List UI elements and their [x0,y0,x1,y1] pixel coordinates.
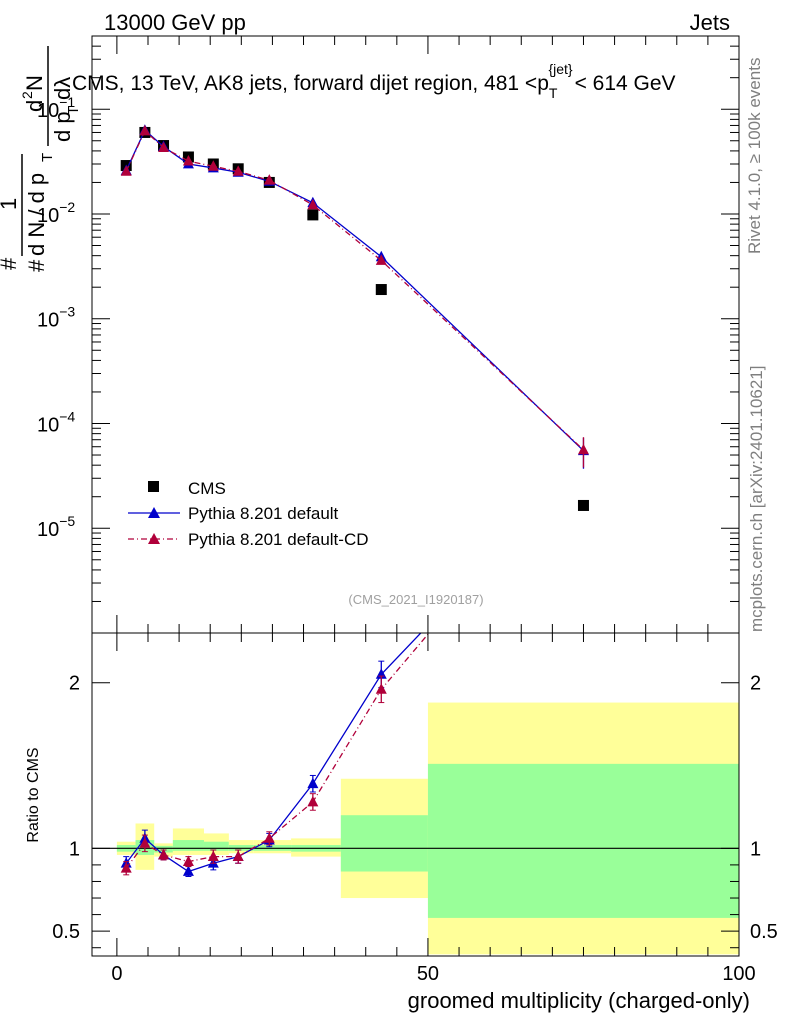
ratio-y-tick-label-right: 0.5 [750,921,778,943]
ratio-cd-point [375,683,387,694]
cms-data-point [307,209,319,221]
ratio-y-tick-label: 2 [69,673,80,695]
ratio-band-green [340,815,428,872]
pythia-default-line [125,129,584,452]
ratio-panel: 0.5 0.5 1 1 2 2 0 50 100 Ratio to CMS groomed m… [25,632,778,1013]
svg-text:T: T [39,153,56,162]
analysis-id: (CMS_2021_I1920187) [348,592,483,607]
ratio-cd-point [139,837,151,848]
chart-title: CMS, 13 TeV, AK8 jets, forward dijet reg… [72,61,676,101]
pythia-cd-point [307,198,319,210]
main-series [120,124,589,511]
ratio-cd-point [182,855,194,866]
ratio-cd-point [120,862,132,873]
main-y-tick-label: 10−3 [37,304,75,332]
cms-data-point [577,499,589,511]
pythia-cd-point [577,443,589,455]
ratio-cd-point [263,832,275,843]
ratio-default-point [182,865,194,876]
ratio-bands [116,702,739,955]
legend-label-cd: Pythia 8.201 default-CD [188,530,369,549]
pythia-cd-point [232,165,244,176]
svg-text:d N / d p: d N / d p [24,173,49,256]
svg-text:dλ: dλ [50,77,75,100]
pythia-cd-point [207,160,219,171]
ratio-cd-point [207,850,219,862]
ratio-default-point [307,777,319,789]
svg-text:d: d [22,100,47,112]
header-right: Jets [690,10,730,35]
ratio-y-tick-label-right: 2 [750,673,761,695]
ratio-cd-point [307,795,319,807]
ratio-x-tick-label: 100 [722,963,755,985]
svg-text:#: # [0,257,21,270]
main-y-ticks: 10−510−410−310−210−1 [37,35,739,634]
ratio-cd-point [232,850,244,862]
ratio-cd-point [158,848,170,860]
cms-data-point [375,284,387,296]
ratio-band-green [172,840,204,851]
ratio-x-ticks: 0 50 100 [111,633,756,985]
pythia-cd-line [125,129,584,451]
legend-marker-cms [148,481,159,492]
svg-text:#: # [24,259,49,272]
ratio-y-label: Ratio to CMS [25,747,42,842]
main-y-tick-label: 10−5 [37,513,75,541]
ratio-default-line [125,633,422,873]
pythia-cd-point [263,174,275,185]
legend-label-default: Pythia 8.201 default [188,504,339,523]
ratio-cd-line [125,633,430,869]
main-x-ticks [116,36,740,633]
main-y-tick-label: 10−2 [37,199,75,227]
legend-marker-default [148,507,160,518]
pythia-cd-point [120,165,132,176]
main-panel: 10−510−410−310−210−1 CMS, 13 TeV, AK8 je… [0,35,740,634]
ratio-x-tick-label: 50 [417,963,439,985]
legend-marker-cd [148,533,160,544]
pythia-cd-point [158,141,170,153]
svg-text:T: T [65,106,82,115]
ratio-x-tick-label: 0 [111,963,122,985]
svg-text:d p: d p [50,111,75,142]
svg-text:1: 1 [0,198,21,210]
svg-text:2: 2 [19,91,35,99]
ratio-y-tick-label: 1 [69,838,80,860]
main-y-label: # d N / d p T 1 # d 2 N d p T dλ [0,46,82,272]
ratio-series-clipped [120,633,430,877]
ratio-y-tick-label: 0.5 [52,921,80,943]
pythia-cd-point [182,155,194,166]
ratio-series [120,633,430,877]
mcplots-label: mcplots.cern.ch [arXiv:2401.10621] [747,366,766,632]
ratio-band-green [203,841,229,851]
ratio-band-green [427,763,739,918]
rivet-label: Rivet 4.1.0, ≥ 100k events [745,58,764,254]
main-y-tick-label: 10−4 [37,408,75,436]
ratio-y-ticks: 0.5 0.5 1 1 2 2 [52,673,778,949]
pythia-cd-point [139,124,151,136]
ratio-y-tick-label-right: 1 [750,838,761,860]
ratio-frame [91,632,740,957]
legend-label-cms: CMS [188,479,226,498]
svg-text:N: N [22,75,47,91]
legend: CMS Pythia 8.201 default Pythia 8.201 de… [128,479,369,549]
pythia-cd-point [375,254,387,265]
header-left: 13000 GeV pp [104,10,246,35]
x-axis-label: groomed multiplicity (charged-only) [408,988,750,1013]
